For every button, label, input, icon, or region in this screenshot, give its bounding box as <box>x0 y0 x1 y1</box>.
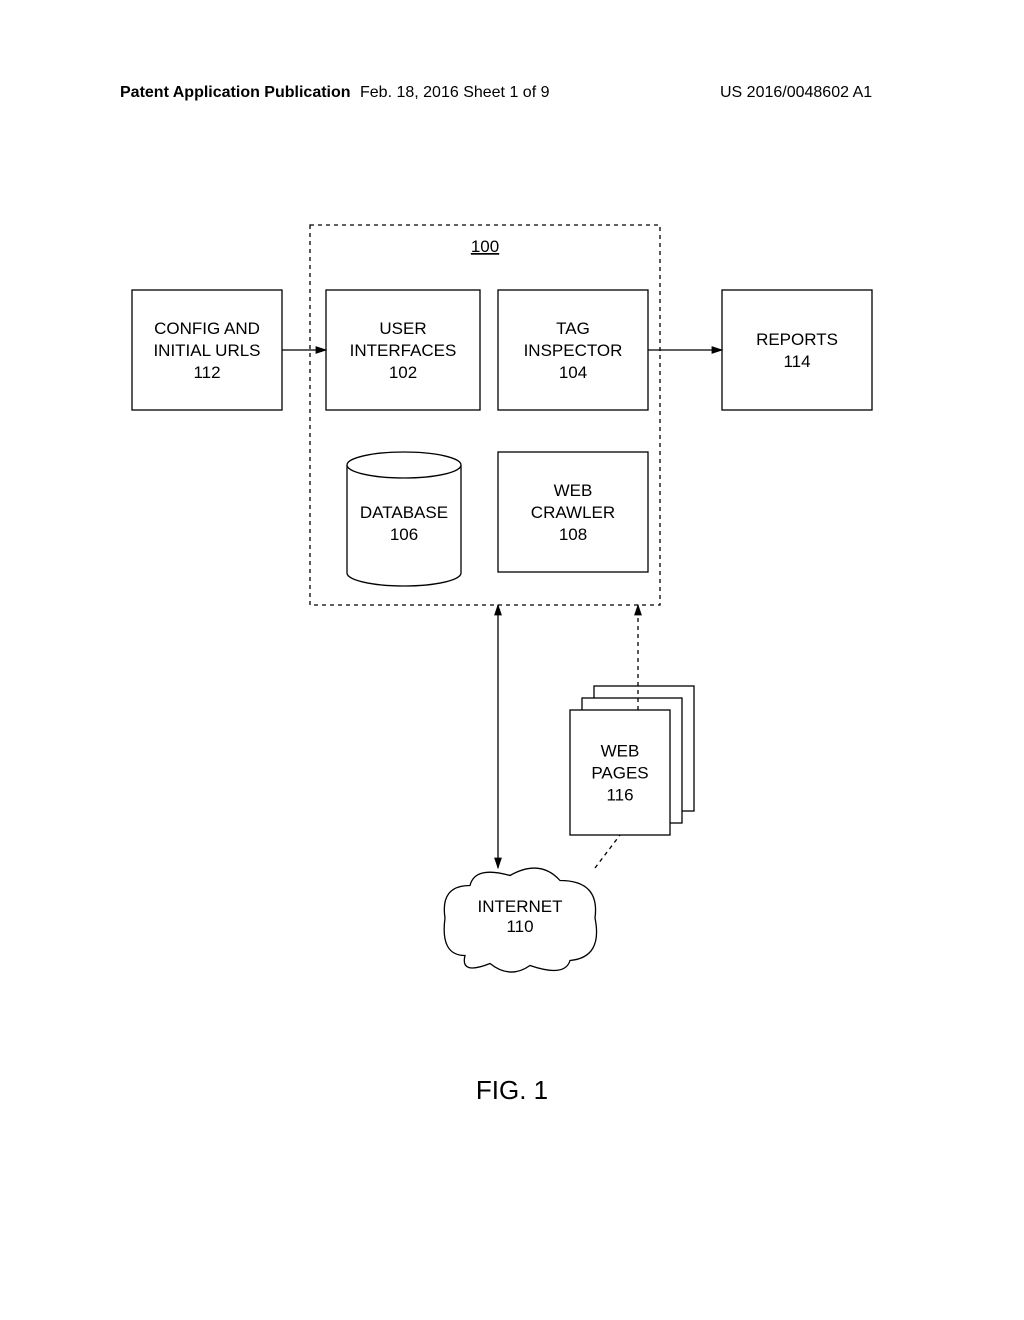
system-diagram: 100 CONFIG AND INITIAL URLS 112 USER INTERFAC… <box>0 0 1024 1320</box>
svg-text:DATABASE: DATABASE <box>360 503 448 522</box>
svg-text:106: 106 <box>390 525 418 544</box>
svg-text:REPORTS: REPORTS <box>756 330 838 349</box>
svg-text:INTERNET: INTERNET <box>478 897 563 916</box>
svg-text:104: 104 <box>559 363 587 382</box>
svg-text:102: 102 <box>389 363 417 382</box>
svg-text:WEB: WEB <box>601 742 640 761</box>
svg-text:PAGES: PAGES <box>591 764 648 783</box>
svg-text:114: 114 <box>783 352 810 371</box>
svg-text:CRAWLER: CRAWLER <box>531 503 615 522</box>
page: Patent Application Publication Feb. 18, … <box>0 0 1024 1320</box>
figure-label: FIG. 1 <box>0 1075 1024 1106</box>
svg-text:USER: USER <box>379 319 426 338</box>
svg-text:116: 116 <box>606 786 633 805</box>
svg-text:INSPECTOR: INSPECTOR <box>524 341 623 360</box>
svg-text:110: 110 <box>506 917 533 936</box>
svg-text:112: 112 <box>193 363 220 382</box>
svg-text:INTERFACES: INTERFACES <box>350 341 457 360</box>
svg-text:TAG: TAG <box>556 319 590 338</box>
svg-text:100: 100 <box>471 237 499 256</box>
svg-text:CONFIG AND: CONFIG AND <box>154 319 260 338</box>
svg-text:108: 108 <box>559 525 587 544</box>
svg-text:WEB: WEB <box>554 481 593 500</box>
svg-text:INITIAL URLS: INITIAL URLS <box>153 341 260 360</box>
